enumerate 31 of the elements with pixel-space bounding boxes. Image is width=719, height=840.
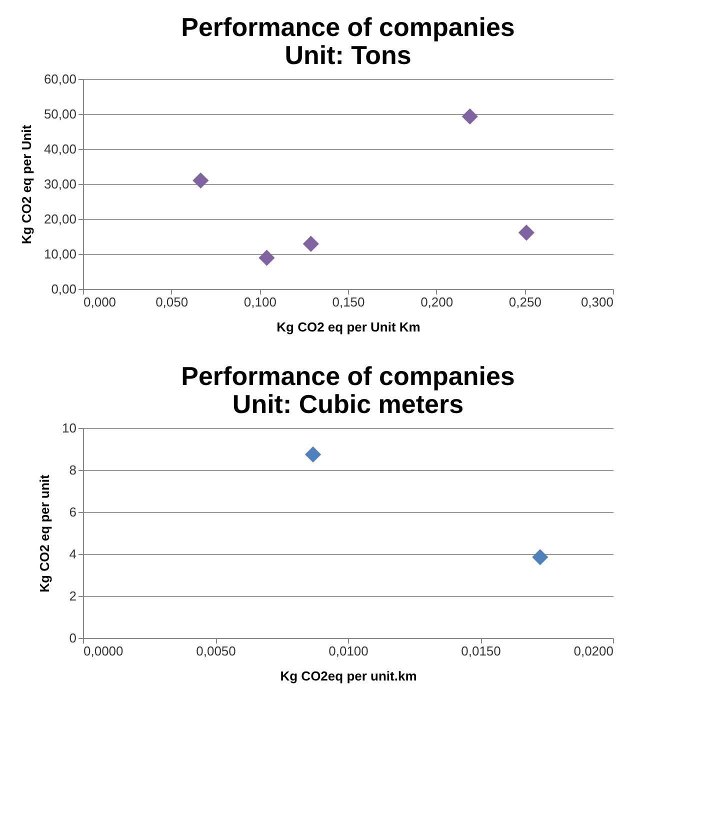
x-tick-label: 0,100 [244,294,276,310]
x-tick-label: 0,0150 [461,644,501,658]
y-tick-label: 6 [69,504,76,520]
y-tick-label: 30,00 [44,176,76,192]
y-tick-label: 4 [69,546,76,562]
x-axis-title: Kg CO2eq per unit.km [280,668,417,684]
chart-title: Performance of companies Unit: Cubic meters [181,361,515,419]
y-axis-title: Kg CO2 eq per unit [37,474,52,592]
y-tick-label: 60,00 [44,72,76,86]
y-axis-title: Kg CO2 eq per Unit [18,124,34,244]
x-tick-label: 0,0200 [574,644,614,658]
y-tick-label: 2 [69,588,76,604]
y-tick-label: 10 [62,420,76,436]
y-tick-label: 8 [69,462,76,478]
y-tick-label: 0 [69,630,76,646]
y-tick-label: 50,00 [44,106,76,122]
x-tick-label: 0,150 [332,294,365,310]
x-axis-title: Kg CO2 eq per Unit Km [276,320,420,334]
y-tick-label: 10,00 [44,246,76,262]
y-tick-label: 20,00 [44,212,76,226]
x-tick-label: 0,250 [508,294,542,310]
x-tick-label: 0,0100 [328,644,368,658]
x-tick-label: 0,050 [156,294,188,310]
x-tick-label: 0,0000 [84,644,124,658]
x-tick-label: 0,000 [84,294,116,310]
x-tick-label: 0,0050 [196,644,236,658]
x-tick-label: 0,200 [420,294,454,310]
y-tick-label: 0,00 [51,282,76,296]
chart-title: Performance of companies Unit: Tons [181,12,515,70]
y-tick-label: 40,00 [44,142,76,156]
x-tick-label: 0,300 [580,294,614,310]
